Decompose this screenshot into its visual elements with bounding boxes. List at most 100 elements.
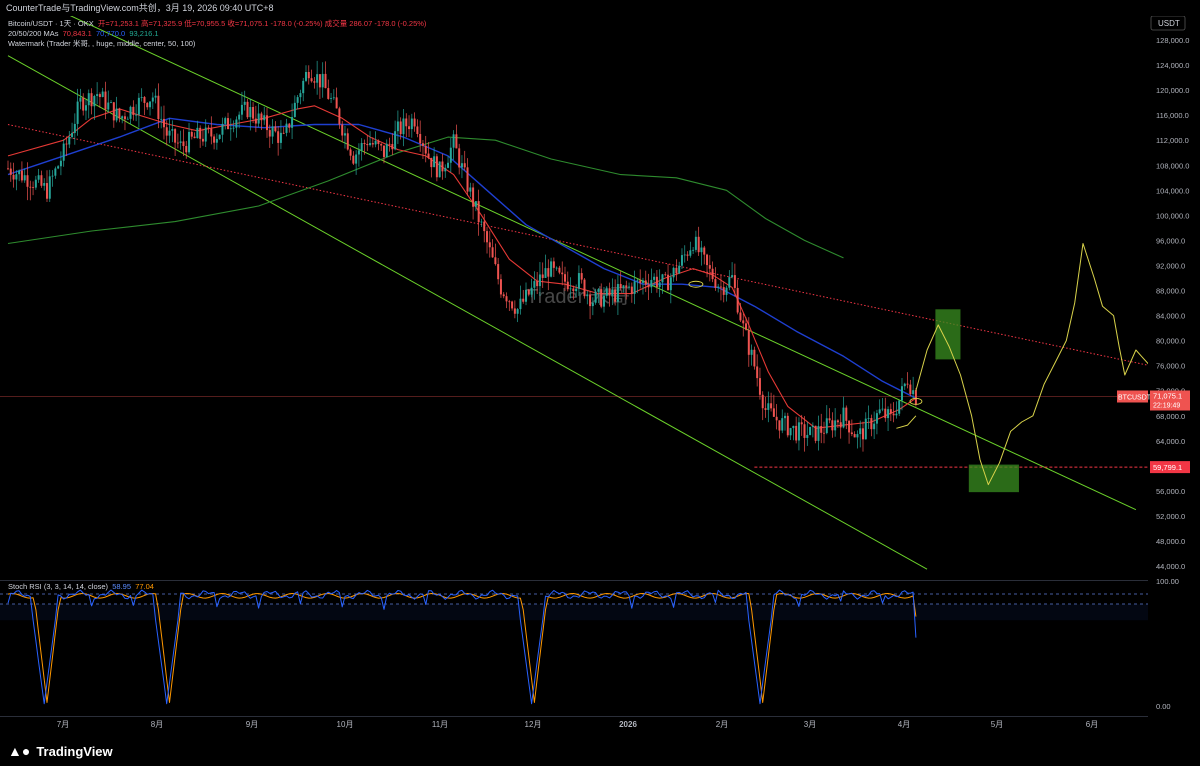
time-axis-label: 6月 bbox=[1086, 720, 1098, 729]
legend-stoch-label: Stoch RSI (3, 3, 14, 14, close) bbox=[8, 582, 109, 591]
price-tag-symbol: BTCUSDT bbox=[1118, 394, 1152, 401]
candle-body bbox=[271, 126, 274, 137]
candle-body bbox=[9, 168, 12, 175]
legend-symbol-row: Bitcoin/USDT · 1天 · OKX 开=71,253.1 高=71,… bbox=[8, 19, 426, 29]
legend-watermark: Watermark (Trader 米哥, , huge, middle, ce… bbox=[8, 39, 196, 48]
candle-body bbox=[71, 132, 74, 138]
candle-body bbox=[864, 418, 867, 440]
candle-body bbox=[435, 156, 438, 178]
candle-body bbox=[34, 179, 37, 188]
candle-body bbox=[594, 291, 597, 303]
candle-body bbox=[817, 425, 820, 441]
candle-body bbox=[388, 143, 391, 145]
tradingview-brand: TradingView bbox=[36, 743, 113, 759]
candle-body bbox=[79, 97, 82, 102]
candle-body bbox=[683, 254, 686, 256]
candle-body bbox=[260, 113, 263, 121]
candle-body bbox=[525, 289, 528, 302]
candle-body bbox=[586, 294, 589, 297]
candle-body bbox=[357, 150, 360, 155]
candle-body bbox=[179, 141, 182, 143]
candle-body bbox=[527, 289, 530, 295]
candle-body bbox=[123, 116, 126, 120]
candle-body bbox=[655, 276, 658, 288]
candle-body bbox=[750, 349, 753, 355]
candle-body bbox=[708, 265, 711, 269]
channel-line-lower bbox=[7, 55, 928, 570]
projection-start-curve bbox=[896, 415, 917, 429]
candle-body bbox=[839, 422, 842, 428]
candle-body bbox=[650, 279, 653, 288]
time-axis-label: 4月 bbox=[898, 720, 910, 729]
candle-body bbox=[680, 255, 683, 266]
candle-body bbox=[112, 102, 115, 121]
candle-body bbox=[555, 267, 558, 269]
candle-body bbox=[396, 121, 399, 132]
candle-body bbox=[190, 131, 193, 137]
candle-body bbox=[480, 221, 483, 223]
candle-body bbox=[408, 126, 411, 130]
candle-body bbox=[313, 81, 316, 83]
candle-body bbox=[101, 91, 104, 97]
candle-body bbox=[881, 408, 884, 410]
price-tick-label: 92,000.0 bbox=[1156, 261, 1185, 270]
price-tick-label: 80,000.0 bbox=[1156, 337, 1185, 346]
candle-body bbox=[149, 101, 152, 108]
candle-body bbox=[421, 143, 424, 146]
candle-body bbox=[48, 176, 51, 199]
tradingview-logo[interactable]: ▲● TradingView bbox=[8, 743, 113, 759]
candle-body bbox=[811, 425, 814, 428]
candle-body bbox=[341, 124, 344, 136]
highlight-zone-2 bbox=[968, 464, 1019, 493]
candle-body bbox=[898, 400, 901, 414]
price-tick-label: 68,000.0 bbox=[1156, 412, 1185, 421]
candle-body bbox=[511, 301, 514, 309]
candle-body bbox=[126, 118, 129, 120]
candle-body bbox=[160, 118, 163, 120]
pivot-marker bbox=[688, 280, 704, 288]
candle-body bbox=[583, 279, 586, 297]
candle-body bbox=[455, 134, 458, 149]
candle-body bbox=[717, 286, 720, 288]
candle-body bbox=[619, 283, 622, 288]
stoch-pane bbox=[0, 589, 1148, 705]
candle-body bbox=[591, 302, 594, 307]
candle-body bbox=[332, 97, 335, 99]
candle-body bbox=[229, 128, 232, 130]
candle-body bbox=[733, 275, 736, 288]
candle-body bbox=[589, 294, 592, 307]
candle-body bbox=[474, 201, 477, 207]
candle-body bbox=[355, 154, 358, 164]
candle-body bbox=[792, 425, 795, 429]
candle-body bbox=[756, 366, 759, 379]
candle-body bbox=[566, 281, 569, 290]
candle-body bbox=[254, 118, 257, 124]
candle-body bbox=[781, 418, 784, 431]
candle-body bbox=[914, 390, 917, 405]
candle-body bbox=[912, 390, 915, 395]
window-title-bar: CounterTrade与TradingView.com共创，3月 19, 20… bbox=[0, 0, 1200, 16]
candle-body bbox=[140, 97, 143, 98]
candle-body bbox=[45, 183, 48, 199]
candle-body bbox=[59, 160, 62, 167]
candle-body bbox=[519, 298, 522, 310]
candle-body bbox=[722, 287, 725, 295]
candle-body bbox=[430, 157, 433, 168]
candle-body bbox=[647, 284, 650, 288]
candle-body bbox=[784, 415, 787, 419]
candle-body bbox=[731, 275, 734, 278]
price-axis-bg bbox=[1148, 16, 1200, 734]
candle-body bbox=[469, 187, 472, 192]
candle-body bbox=[856, 434, 859, 438]
price-tick-label: 108,000.0 bbox=[1156, 161, 1189, 170]
candle-body bbox=[564, 274, 566, 282]
candle-body bbox=[767, 403, 770, 410]
candle-body bbox=[770, 403, 773, 409]
candle-body bbox=[505, 296, 508, 302]
candle-body bbox=[533, 281, 536, 288]
candle-body bbox=[575, 288, 578, 292]
candle-body bbox=[84, 105, 87, 111]
price-tag-price: 71,075.1 bbox=[1153, 391, 1182, 400]
candle-body bbox=[572, 288, 575, 292]
